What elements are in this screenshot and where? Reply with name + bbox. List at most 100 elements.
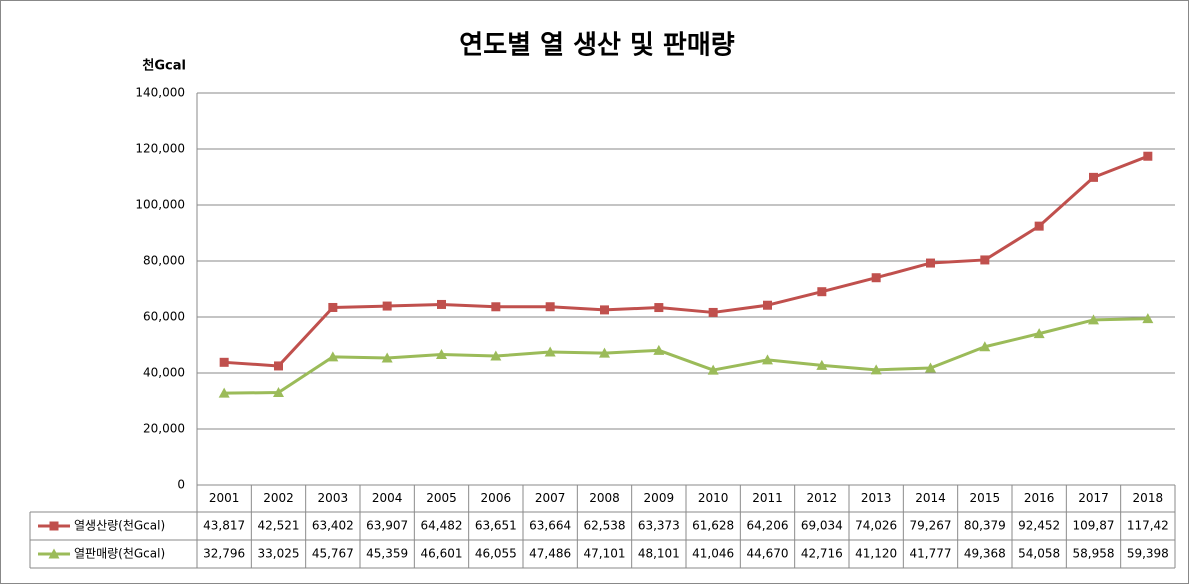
marker [491, 302, 501, 312]
y-tick-label: 20,000 [143, 422, 185, 436]
table-value: 58,958 [1073, 547, 1115, 561]
table-value: 63,402 [312, 519, 354, 533]
table-value: 74,026 [855, 519, 897, 533]
x-tick-label: 2016 [1024, 491, 1055, 505]
x-tick-label: 2017 [1078, 491, 1109, 505]
marker [436, 349, 447, 360]
table-value: 63,651 [475, 519, 517, 533]
table-value: 63,373 [638, 519, 680, 533]
table-value: 33,025 [258, 547, 300, 561]
y-tick-label: 80,000 [143, 254, 185, 268]
x-tick-label: 2012 [807, 491, 838, 505]
marker [1088, 314, 1099, 325]
x-tick-label: 2014 [915, 491, 946, 505]
table-value: 46,055 [475, 547, 517, 561]
marker [870, 364, 882, 375]
table-value: 45,767 [312, 547, 354, 561]
marker [437, 299, 446, 309]
marker [1089, 172, 1098, 182]
x-tick-label: 2005 [426, 491, 457, 505]
marker [871, 273, 881, 283]
marker [925, 362, 936, 373]
marker [654, 303, 664, 313]
y-tick-label: 140,000 [135, 86, 185, 100]
table-value: 46,601 [421, 547, 463, 561]
table-value: 49,368 [964, 547, 1006, 561]
marker [599, 347, 610, 358]
y-tick-label: 100,000 [135, 198, 185, 212]
y-tick-label: 60,000 [143, 310, 185, 324]
table-value: 42,521 [258, 519, 300, 533]
chart-title: 연도별 열 생산 및 판매량 [459, 31, 734, 61]
table-value: 64,482 [421, 519, 463, 533]
x-tick-label: 2001 [209, 491, 240, 505]
table-value: 61,628 [692, 519, 734, 533]
marker [273, 387, 284, 398]
marker [979, 341, 991, 352]
marker [48, 548, 60, 559]
marker [707, 364, 719, 375]
marker [926, 258, 935, 268]
table-value: 41,120 [855, 547, 897, 561]
marker [816, 359, 828, 370]
x-tick-label: 2002 [263, 491, 294, 505]
x-tick-label: 2003 [318, 491, 349, 505]
x-tick-label: 2007 [535, 491, 566, 505]
marker [49, 521, 59, 531]
marker [274, 361, 283, 371]
table-value: 63,907 [366, 519, 408, 533]
x-tick-label: 2013 [861, 491, 892, 505]
table-value: 92,452 [1018, 519, 1060, 533]
table-value: 42,716 [801, 547, 843, 561]
y-tick-label: 120,000 [135, 142, 185, 156]
table-value: 41,777 [910, 547, 952, 561]
table-value: 41,046 [692, 547, 734, 561]
table-value: 47,101 [584, 547, 626, 561]
marker [328, 302, 338, 312]
y-tick-label: 40,000 [143, 366, 185, 380]
marker [544, 346, 556, 357]
x-tick-label: 2004 [372, 491, 403, 505]
marker [653, 344, 665, 355]
table-value: 69,034 [801, 519, 843, 533]
marker [708, 307, 718, 317]
table-value: 80,379 [964, 519, 1006, 533]
marker [1142, 313, 1154, 324]
marker [490, 350, 502, 361]
marker [1034, 221, 1044, 231]
x-tick-label: 2006 [481, 491, 512, 505]
x-tick-label: 2018 [1133, 491, 1164, 505]
marker [327, 351, 339, 362]
x-tick-label: 2011 [752, 491, 783, 505]
x-tick-label: 2015 [970, 491, 1001, 505]
table-value: 44,670 [747, 547, 789, 561]
marker [381, 352, 393, 363]
marker [545, 302, 555, 312]
table-value: 45,359 [366, 547, 408, 561]
legend-label: 열판매량(천Gcal) [74, 546, 165, 561]
table-value: 48,101 [638, 547, 680, 561]
table-value: 63,664 [529, 519, 571, 533]
table-value: 54,058 [1018, 547, 1060, 561]
marker [382, 301, 392, 311]
marker [817, 287, 827, 297]
marker [218, 387, 230, 398]
y-axis-label: 천Gcal [142, 59, 186, 74]
table-value: 79,267 [910, 519, 952, 533]
table-value: 43,817 [203, 519, 245, 533]
table-value: 62,538 [584, 519, 626, 533]
marker [763, 300, 772, 310]
series-line [224, 317, 1148, 395]
legend-label: 열생산량(천Gcal) [74, 518, 165, 533]
table-value: 59,398 [1127, 547, 1169, 561]
marker [219, 357, 229, 367]
table-value: 64,206 [747, 519, 789, 533]
series-line [224, 154, 1149, 368]
marker [1143, 151, 1153, 161]
x-tick-label: 2008 [589, 491, 620, 505]
table-value: 109,87 [1073, 519, 1115, 533]
x-tick-label: 2009 [644, 491, 675, 505]
